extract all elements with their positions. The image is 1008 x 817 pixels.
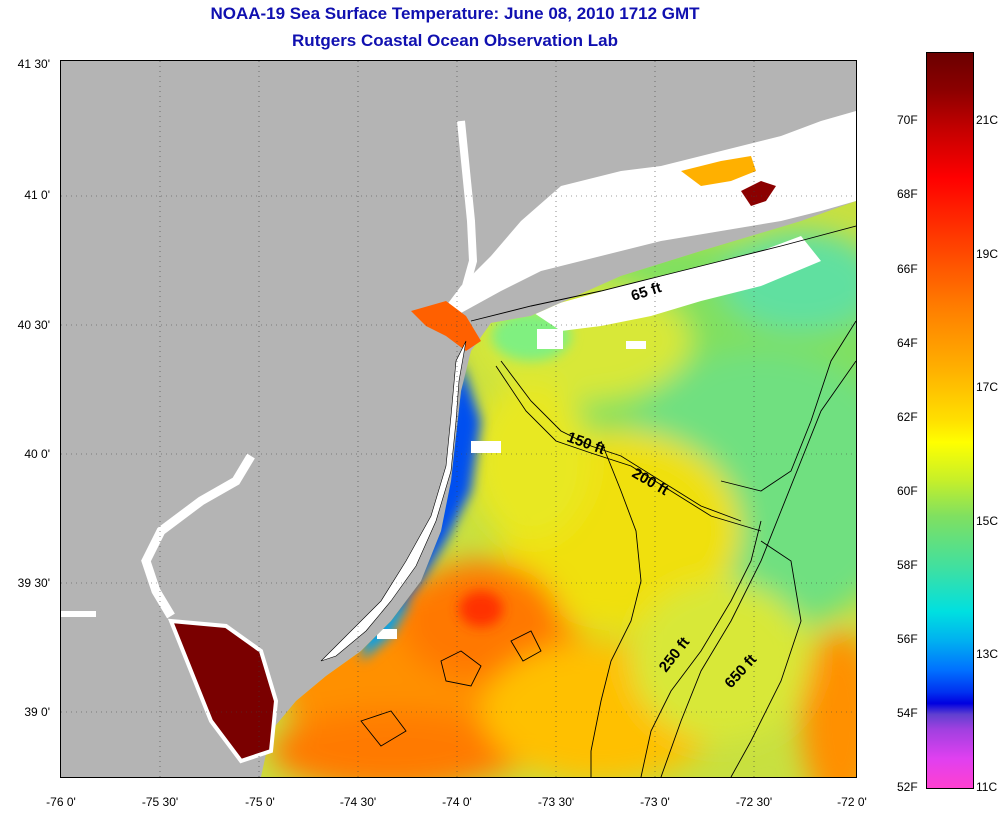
delaware-bay [167,618,279,764]
lon-label: -72 0' [837,795,867,809]
lon-label: -76 0' [46,795,76,809]
hudson-river [457,120,478,288]
map-title: NOAA-19 Sea Surface Temperature: June 08… [210,4,700,23]
sound-hot-patch [741,181,776,206]
colorbar-c-label: 19C [976,247,999,261]
colorbar-c-label: 15C [976,514,999,528]
lat-label: 40 30' [17,318,50,332]
sound-warm-patch [681,156,756,186]
lon-label: -72 30' [735,795,773,809]
bathymetry-contours [360,225,856,777]
colorbar-f-label: 58F [897,558,918,572]
colorbar-f-label: 56F [897,632,918,646]
lon-label: -73 0' [640,795,670,809]
colorbar-f-label: 54F [897,706,918,720]
colorbar-f-label: 64F [897,336,918,350]
lat-label: 39 30' [17,576,50,590]
delaware-river [141,453,255,619]
lat-label: 40 0' [24,447,50,461]
long-island [446,111,856,313]
colorbar-c-label: 11C [976,780,998,794]
river-fragment [61,611,96,617]
colorbar-f-label: 52F [897,780,918,794]
colorbar-f-label: 70F [897,113,918,127]
colorbar-c-label: 21C [976,113,999,127]
ocean-temperature-field [261,201,856,777]
map-subtitle: Rutgers Coastal Ocean Observation Lab [292,31,618,50]
colorbar-f-label: 60F [897,484,918,498]
lon-label: -75 0' [245,795,275,809]
colorbar-f-label: 68F [897,187,918,201]
colorbar-c-label: 17C [976,380,999,394]
sst-map-canvas: 65 ft 150 ft 200 ft 250 ft 650 ft [61,61,856,777]
nj-coast [320,340,467,662]
lat-label: 41 30' [17,57,50,71]
colorbar-f-label: 62F [897,410,918,424]
lon-label: -73 30' [537,795,575,809]
temperature-colorbar [926,52,974,789]
lon-label: -74 0' [442,795,472,809]
harbor-warm-patch [411,301,481,351]
lat-label: 39 0' [24,705,50,719]
sst-map[interactable]: 65 ft 150 ft 200 ft 250 ft 650 ft [60,60,857,778]
lon-label: -75 30' [141,795,179,809]
colorbar-c-label: 13C [976,647,999,661]
lon-label: -74 30' [339,795,377,809]
lat-label: 41 0' [24,188,50,202]
colorbar-f-label: 66F [897,262,918,276]
